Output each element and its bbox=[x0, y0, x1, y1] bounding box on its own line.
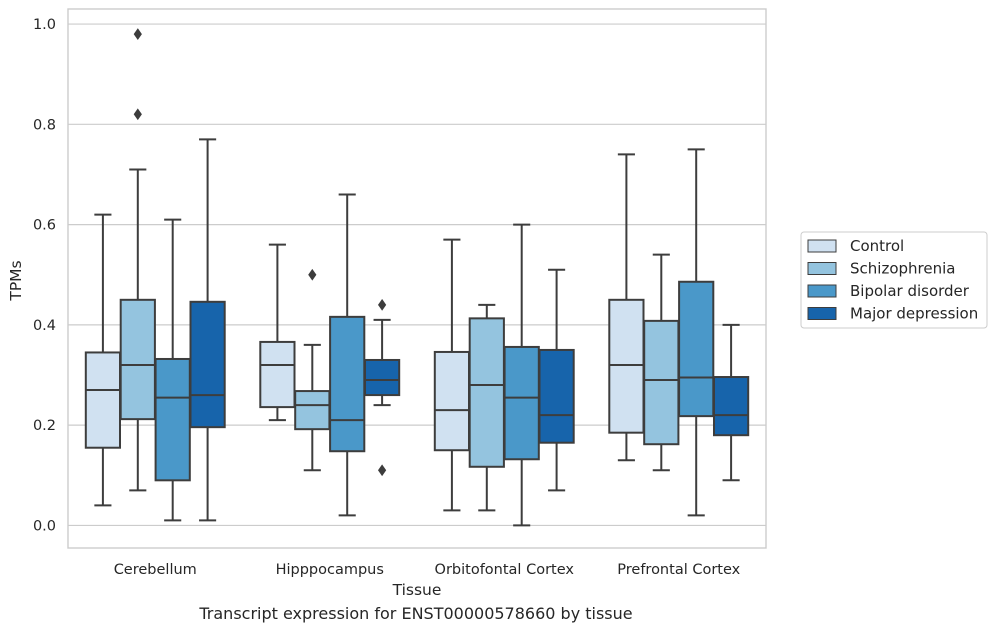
box-bipolar-disorder bbox=[503, 223, 540, 527]
outlier-point bbox=[377, 298, 387, 311]
x-tick-label: Orbitofontal Cortex bbox=[435, 562, 575, 578]
box-layer bbox=[84, 28, 750, 527]
chart-caption: Transcript expression for ENST0000057866… bbox=[199, 604, 633, 623]
y-tick-label: 0.0 bbox=[33, 518, 56, 534]
legend: Control Schizophrenia Bipolar disorder Majo… bbox=[800, 231, 988, 329]
legend-label: Major depression bbox=[850, 305, 978, 323]
y-axis-title: TPMs bbox=[7, 260, 25, 301]
box-major-depression bbox=[363, 298, 401, 477]
y-tick-label: 0.2 bbox=[33, 418, 56, 434]
legend-label: Control bbox=[850, 237, 904, 255]
outlier-point bbox=[133, 108, 142, 121]
legend-label: Bipolar disorder bbox=[850, 282, 970, 300]
x-tick-label: Prefrontal Cortex bbox=[617, 562, 740, 578]
box-iqr bbox=[84, 351, 122, 449]
legend-label: Schizophrenia bbox=[850, 260, 955, 278]
x-tick-label: Hipppocampus bbox=[276, 562, 384, 578]
box-schizophrenia bbox=[643, 253, 680, 472]
outlier-point bbox=[377, 464, 387, 477]
box-iqr bbox=[608, 298, 645, 434]
legend-swatch bbox=[807, 239, 837, 253]
x-tick-label: Cerebellum bbox=[114, 562, 197, 578]
box-control bbox=[608, 153, 645, 462]
x-axis-title: Tissue bbox=[392, 581, 442, 599]
box-control bbox=[84, 213, 122, 507]
y-axis-ticks: 0.0 0.2 0.4 0.6 0.8 1.0 bbox=[33, 17, 56, 534]
plot-frame bbox=[67, 8, 767, 549]
box-iqr bbox=[678, 280, 715, 418]
box-schizophrenia bbox=[119, 28, 156, 492]
box-iqr bbox=[294, 390, 331, 431]
box-iqr bbox=[643, 319, 680, 446]
box-iqr bbox=[468, 317, 505, 468]
box-control bbox=[259, 243, 296, 422]
box-iqr bbox=[712, 376, 750, 437]
box-major-depression bbox=[538, 268, 575, 492]
box-major-depression bbox=[189, 138, 226, 522]
y-tick-label: 0.6 bbox=[33, 218, 56, 234]
box-control bbox=[433, 238, 471, 512]
y-tick-label: 1.0 bbox=[33, 17, 56, 33]
box-iqr bbox=[329, 315, 366, 453]
box-iqr bbox=[154, 357, 191, 482]
box-bipolar-disorder bbox=[678, 148, 715, 517]
box-bipolar-disorder bbox=[154, 218, 191, 522]
outlier-point bbox=[308, 268, 317, 281]
y-tick-label: 0.8 bbox=[33, 117, 56, 133]
legend-frame bbox=[800, 231, 988, 329]
y-tick-label: 0.4 bbox=[33, 318, 56, 334]
box-iqr bbox=[433, 350, 471, 452]
legend-swatch bbox=[807, 284, 837, 298]
box-iqr bbox=[119, 298, 156, 421]
box-bipolar-disorder bbox=[329, 193, 366, 517]
box-major-depression bbox=[712, 323, 750, 482]
box-iqr bbox=[259, 340, 296, 409]
box-schizophrenia bbox=[468, 303, 505, 512]
legend-swatch bbox=[807, 307, 837, 320]
box-iqr bbox=[538, 348, 575, 444]
x-axis-ticks: Cerebellum Hipppocampus Orbitofontal Corte… bbox=[114, 562, 741, 578]
box-schizophrenia bbox=[294, 268, 331, 472]
box-iqr bbox=[189, 300, 226, 429]
box-iqr bbox=[503, 345, 540, 461]
outlier-point bbox=[133, 28, 142, 40]
box-iqr bbox=[363, 358, 401, 397]
legend-swatch bbox=[807, 262, 837, 275]
